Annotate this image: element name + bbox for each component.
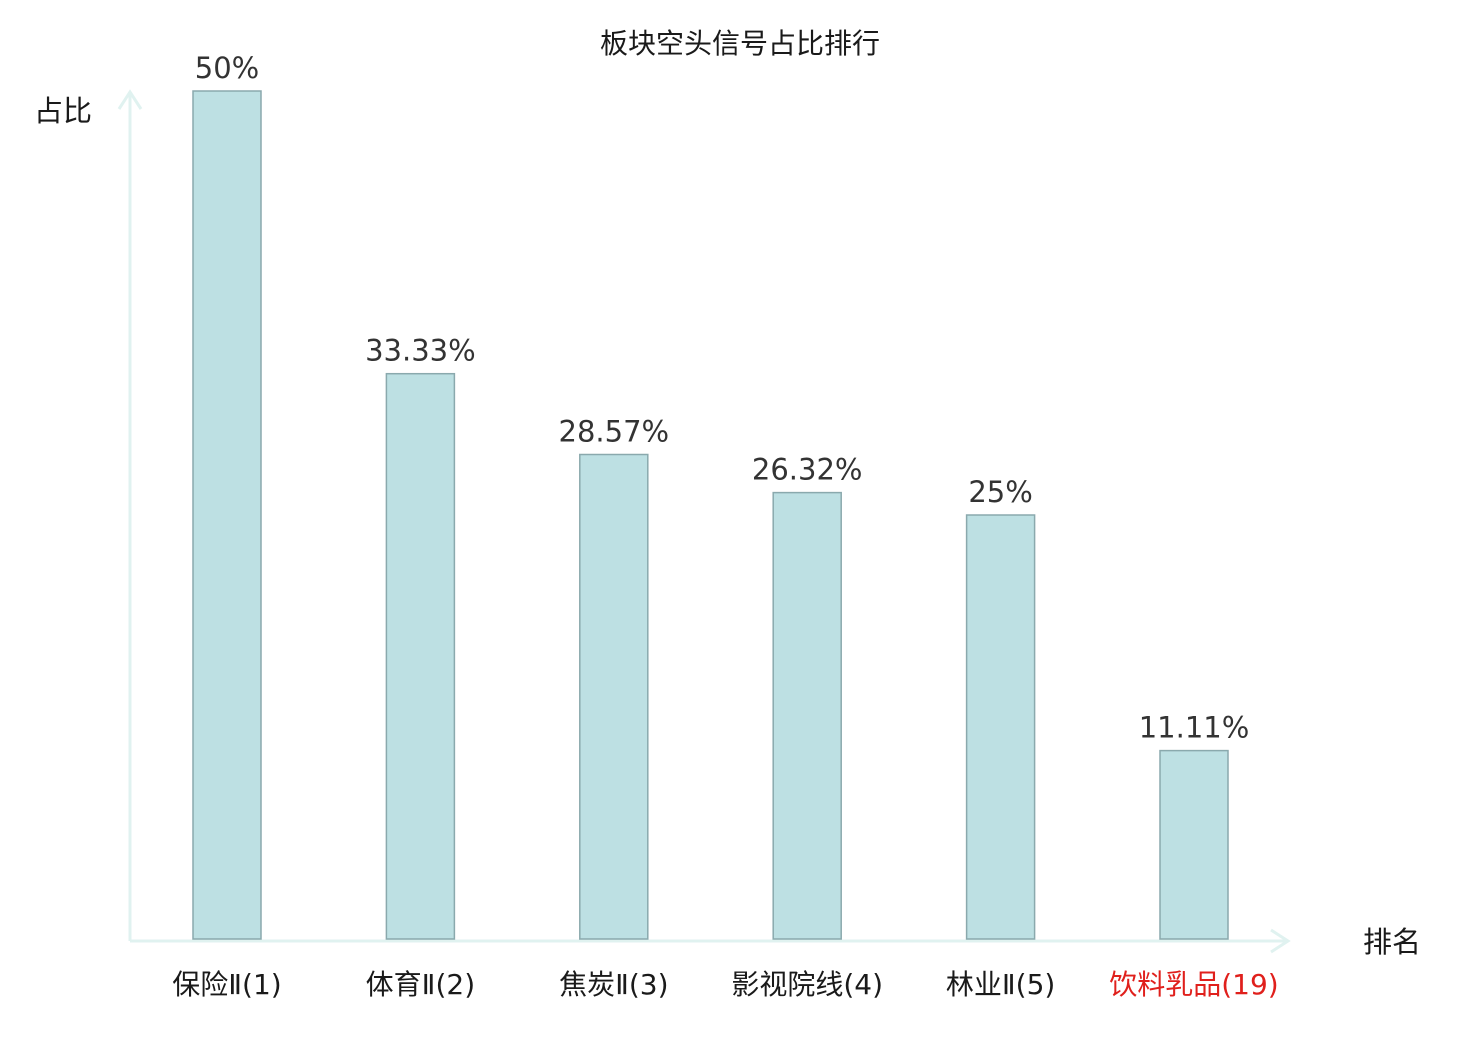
bar-value-label-1: 50%: [195, 51, 259, 85]
x-tick-label-3: 焦炭Ⅱ(3): [559, 968, 668, 1001]
value-labels: 50% 33.33% 28.57% 26.32% 25% 11.11%: [195, 51, 1250, 745]
bar-value-label-2: 33.33%: [365, 334, 476, 368]
x-tick-label-5: 林业Ⅱ(5): [946, 968, 1055, 1001]
chart-title: 板块空头信号占比排行: [600, 27, 880, 60]
bar-6: [1159, 749, 1229, 940]
bar-1: [192, 90, 262, 940]
x-tick-label-4: 影视院线(4): [731, 968, 883, 1001]
bar-4: [772, 491, 842, 940]
x-tick-label-6: 饮料乳品(19): [1109, 968, 1278, 1001]
x-tick-label-1: 保险Ⅱ(1): [172, 968, 281, 1001]
bars: [192, 90, 1229, 940]
x-axis-arrow: [1270, 928, 1291, 954]
bar-2: [385, 372, 456, 940]
x-axis-label: 排名: [1363, 925, 1421, 959]
bar-5: [965, 514, 1036, 940]
bar-value-label-5: 25%: [968, 475, 1032, 509]
x-tick-label-2: 体育Ⅱ(2): [366, 968, 475, 1001]
y-axis-arrow: [117, 89, 143, 110]
bar-3: [579, 453, 649, 940]
axes: [117, 89, 1291, 954]
bar-value-label-3: 28.57%: [559, 415, 670, 449]
bar-value-label-4: 26.32%: [752, 453, 863, 487]
bar-value-label-6: 11.11%: [1139, 711, 1250, 745]
x-tick-labels: 保险Ⅱ(1) 体育Ⅱ(2) 焦炭Ⅱ(3) 影视院线(4) 林业Ⅱ(5) 饮料乳品(19): [172, 968, 1278, 1001]
y-axis-label: 占比: [34, 94, 92, 128]
